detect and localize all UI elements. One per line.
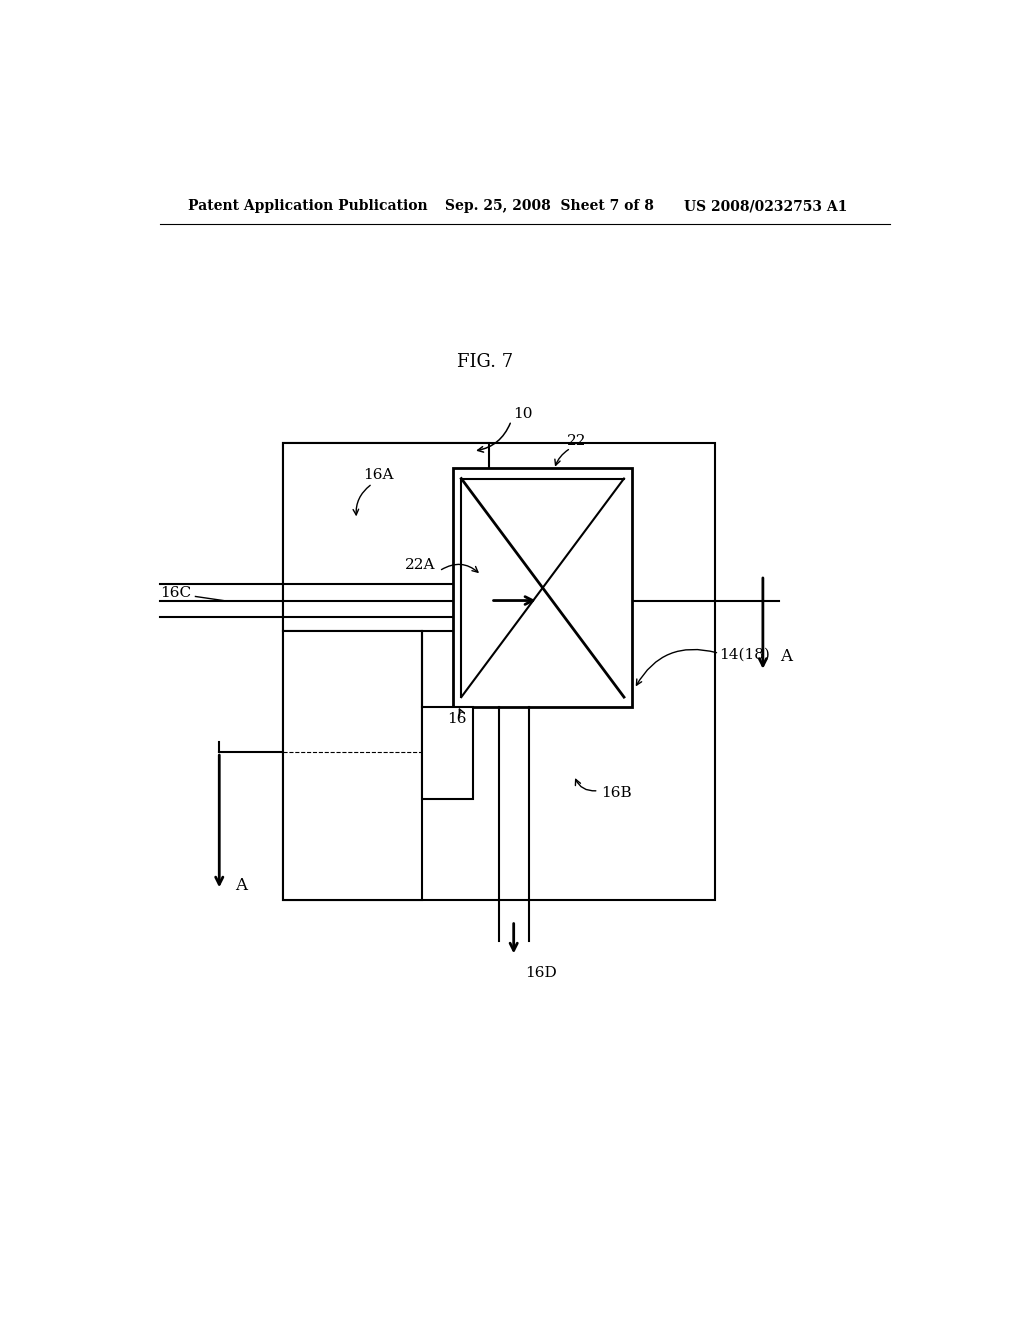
Text: A: A: [780, 648, 793, 665]
Text: Sep. 25, 2008  Sheet 7 of 8: Sep. 25, 2008 Sheet 7 of 8: [445, 199, 654, 213]
Bar: [283, 631, 422, 900]
Text: 22: 22: [566, 434, 586, 447]
Text: 16C: 16C: [160, 586, 190, 601]
Bar: [283, 444, 489, 631]
Text: 14(18): 14(18): [719, 648, 770, 661]
Text: A: A: [236, 876, 247, 894]
Bar: [454, 469, 632, 708]
Text: Patent Application Publication: Patent Application Publication: [187, 199, 427, 213]
Text: 16: 16: [447, 711, 467, 726]
Text: 22A: 22A: [406, 558, 436, 572]
Text: 16A: 16A: [362, 467, 393, 482]
Bar: [283, 444, 715, 900]
Text: 10: 10: [513, 407, 532, 421]
Text: FIG. 7: FIG. 7: [457, 352, 513, 371]
Text: 16B: 16B: [601, 785, 632, 800]
Text: 16D: 16D: [525, 966, 557, 981]
Text: US 2008/0232753 A1: US 2008/0232753 A1: [684, 199, 847, 213]
Bar: [422, 708, 473, 799]
